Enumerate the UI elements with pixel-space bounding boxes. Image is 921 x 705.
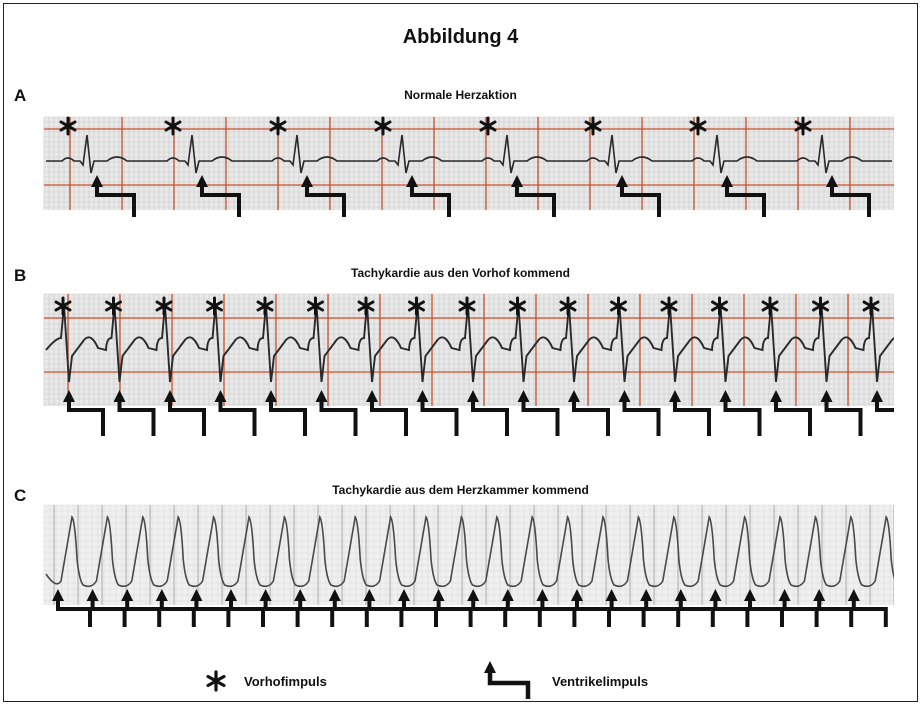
arrow-up-right-icon bbox=[674, 589, 715, 627]
arrow-up-right-icon bbox=[301, 175, 346, 217]
figure: Abbildung 4 A Normale Herzaktion B Tachy… bbox=[3, 3, 918, 702]
arrow-up-right-icon bbox=[511, 175, 556, 217]
asterisk-icon bbox=[660, 296, 678, 316]
asterisk-icon bbox=[256, 296, 274, 316]
ecg-trace-c bbox=[45, 515, 894, 588]
arrow-up-right-icon bbox=[328, 589, 369, 627]
asterisk-icon bbox=[689, 116, 707, 136]
arrow-up-right-icon bbox=[52, 589, 92, 627]
asterisk-icon bbox=[307, 296, 324, 316]
arrow-up-right-icon bbox=[196, 175, 241, 217]
arrow-up-right-icon bbox=[568, 390, 610, 436]
asterisk-icon bbox=[479, 116, 497, 136]
panel-c-title: Tachykardie aus dem Herzkammer kommend bbox=[332, 483, 589, 497]
asterisk-icon bbox=[206, 296, 223, 316]
legend-ventricular-label: Ventrikelimpuls bbox=[552, 674, 649, 689]
arrow-up-right-icon bbox=[571, 589, 611, 627]
asterisk-icon bbox=[711, 296, 728, 316]
arrow-up-right-icon bbox=[214, 390, 257, 436]
arrow-up-right-icon bbox=[820, 390, 863, 436]
arrow-up-right-icon bbox=[294, 589, 335, 627]
arrow-up-right-icon bbox=[871, 390, 894, 412]
arrow-up-right-icon bbox=[63, 390, 105, 436]
arrow-up-right-icon bbox=[778, 589, 819, 627]
arrow-up-right-icon bbox=[484, 661, 531, 699]
arrow-up-right-icon bbox=[669, 390, 711, 436]
asterisk-icon bbox=[105, 296, 122, 316]
asterisk-icon bbox=[509, 296, 526, 316]
arrow-up-right-icon bbox=[467, 589, 508, 627]
panel-a-letter: A bbox=[14, 86, 27, 105]
asterisk-icon bbox=[761, 296, 779, 316]
arrow-up-right-icon bbox=[744, 589, 784, 627]
asterisk-icon bbox=[794, 116, 812, 136]
arrow-up-right-icon bbox=[259, 589, 300, 627]
arrow-up-right-icon bbox=[721, 175, 766, 217]
arrow-up-right-icon bbox=[363, 589, 404, 627]
asterisk-icon bbox=[559, 296, 577, 316]
asterisk-icon bbox=[206, 670, 226, 692]
arrow-up-right-icon bbox=[719, 390, 762, 436]
ecg-strip-a bbox=[43, 116, 894, 217]
panel-b-title: Tachykardie aus den Vorhof kommend bbox=[351, 266, 570, 280]
arrow-up-right-icon bbox=[709, 589, 750, 627]
arrow-up-right-icon bbox=[416, 390, 459, 436]
asterisk-icon bbox=[584, 116, 602, 136]
asterisk-icon bbox=[374, 116, 392, 136]
asterisk-icon bbox=[357, 296, 375, 316]
legend-atrial-label: Vorhofimpuls bbox=[244, 674, 327, 689]
arrow-up-right-icon bbox=[847, 589, 888, 627]
arrow-up-right-icon bbox=[121, 589, 162, 627]
arrow-up-right-icon bbox=[770, 390, 812, 436]
asterisk-icon bbox=[862, 296, 880, 316]
arrow-up-right-icon bbox=[517, 390, 560, 436]
arrow-up-right-icon bbox=[618, 390, 661, 436]
arrow-up-right-icon bbox=[826, 175, 871, 217]
panel-b-letter: B bbox=[14, 266, 27, 285]
arrow-up-right-icon bbox=[86, 589, 127, 627]
asterisk-icon bbox=[610, 296, 627, 316]
arrow-up-right-icon bbox=[605, 589, 646, 627]
asterisk-icon bbox=[269, 116, 287, 136]
arrow-up-right-icon bbox=[640, 589, 681, 627]
arrow-up-right-icon bbox=[467, 390, 509, 436]
ecg-strip-b bbox=[43, 293, 894, 436]
asterisk-icon bbox=[164, 116, 182, 136]
arrow-up-right-icon bbox=[265, 390, 307, 436]
asterisk-icon bbox=[54, 296, 72, 316]
ecg-trace-b bbox=[45, 304, 894, 383]
arrow-up-right-icon bbox=[155, 589, 196, 627]
arrow-up-right-icon bbox=[536, 589, 577, 627]
arrow-up-right-icon bbox=[398, 589, 438, 627]
panel-c-letter: C bbox=[14, 486, 27, 505]
arrow-up-right-icon bbox=[164, 390, 206, 436]
arrow-up-right-icon bbox=[225, 589, 265, 627]
arrow-up-right-icon bbox=[190, 589, 231, 627]
arrow-up-right-icon bbox=[501, 589, 542, 627]
panel-a-title: Normale Herzaktion bbox=[404, 88, 517, 102]
arrow-up-right-icon bbox=[366, 390, 408, 436]
ecg-strip-c bbox=[43, 504, 894, 627]
asterisk-icon bbox=[408, 296, 425, 316]
arrow-up-right-icon bbox=[406, 175, 451, 217]
ecg-trace-a bbox=[46, 134, 892, 174]
grid-c bbox=[43, 504, 894, 605]
arrow-up-right-icon bbox=[813, 589, 854, 627]
arrow-up-right-icon bbox=[113, 390, 156, 436]
figure-title: Abbildung 4 bbox=[402, 26, 519, 48]
asterisk-icon bbox=[458, 296, 476, 316]
asterisk-icon bbox=[812, 296, 829, 316]
asterisk-icon bbox=[59, 116, 77, 136]
arrow-up-right-icon bbox=[91, 175, 136, 217]
arrow-up-right-icon bbox=[616, 175, 661, 217]
asterisk-icon bbox=[155, 296, 173, 316]
arrow-up-right-icon bbox=[432, 589, 473, 627]
arrow-up-right-icon bbox=[315, 390, 358, 436]
